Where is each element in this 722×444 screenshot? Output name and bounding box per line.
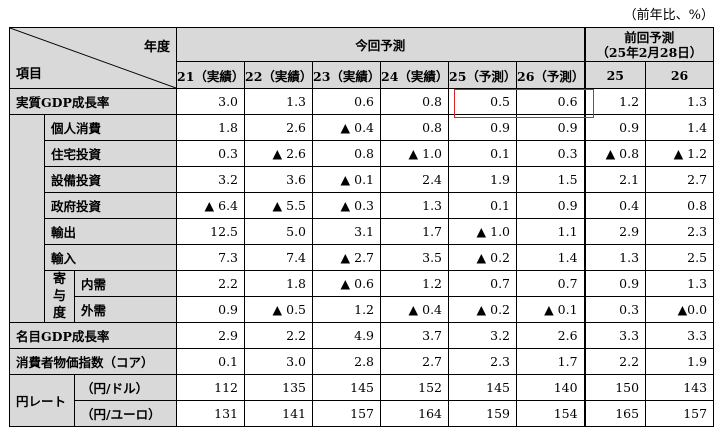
table-row: 名目GDP成長率 2.9 2.2 4.9 3.7 3.2 2.6 3.3 3.3 — [8, 322, 715, 349]
table-row: 輸出 12.5 5.0 3.1 1.7 ▲ 1.0 1.1 2.9 2.3 — [10, 218, 715, 245]
header-corner: 年度 項目 — [8, 27, 178, 89]
unit-note: （前年比、%） — [623, 8, 714, 23]
header-konkai: 今回予測 — [176, 27, 586, 62]
table-row: 寄 与 度 内需 2.2 1.8 ▲ 0.6 1.2 0.7 0.7 0.9 1… — [9, 270, 715, 323]
table-row: 個人消費 1.8 2.6 ▲ 0.4 0.8 0.9 0.9 0.9 1.4 — [9, 114, 715, 271]
table-row: 輸入 7.3 7.4 ▲ 2.7 3.5 ▲ 0.2 1.4 1.3 2.5 — [10, 244, 715, 271]
year-col-21: 21（実績） — [176, 61, 246, 89]
yen-rate-label: 円レート — [9, 374, 75, 427]
table-row: 実質GDP成長率 3.0 1.3 0.6 0.8 0.5 0.6 1.2 1.3 — [8, 88, 715, 115]
table-row: 外需 0.9 ▲ 0.5 1.2 ▲ 0.4 ▲ 0.2 ▲ 0.1 0.3 ▲… — [10, 296, 715, 323]
year-col-25: 25（予測） — [448, 61, 518, 89]
prev-year-col-26: 26 — [645, 61, 715, 89]
row-label: 実質GDP成長率 — [8, 88, 178, 115]
header-nendo: 年度 — [144, 40, 171, 55]
table-row: 円レート （円/ドル） 112 135 145 152 145 140 150 … — [9, 374, 715, 427]
header-zenkai: 前回予測 （25年2月28日） — [583, 27, 715, 62]
year-col-26: 26（予測） — [516, 61, 586, 89]
row-indent — [9, 114, 45, 271]
year-col-24: 24（実績） — [380, 61, 450, 89]
year-col-22: 22（実績） — [244, 61, 314, 89]
table-row: 住宅投資 0.3 ▲ 2.6 0.8 ▲ 1.0 0.1 0.3 ▲ 0.8 ▲… — [10, 140, 715, 167]
table-row: （円/ユーロ） 131 141 157 164 159 154 165 157 — [10, 400, 715, 427]
table-row: 消費者物価指数（コア） 0.1 3.0 2.8 2.7 2.3 1.7 2.2 … — [8, 348, 715, 375]
forecast-table: 年度 項目 今回予測 前回予測 （25年2月28日） 21（実績） 22（実績）… — [8, 27, 715, 427]
year-col-23: 23（実績） — [312, 61, 382, 89]
table-row: 設備投資 3.2 3.6 ▲ 0.1 2.4 1.9 1.5 2.1 2.7 — [10, 166, 715, 193]
table-row: 政府投資 ▲ 6.4 ▲ 5.5 ▲ 0.3 1.3 0.1 0.9 0.4 0… — [10, 192, 715, 219]
header-koumoku: 項目 — [16, 67, 43, 82]
row-indent — [9, 270, 45, 323]
prev-year-col-25: 25 — [583, 61, 647, 89]
contrib-label: 寄 与 度 — [44, 270, 75, 323]
